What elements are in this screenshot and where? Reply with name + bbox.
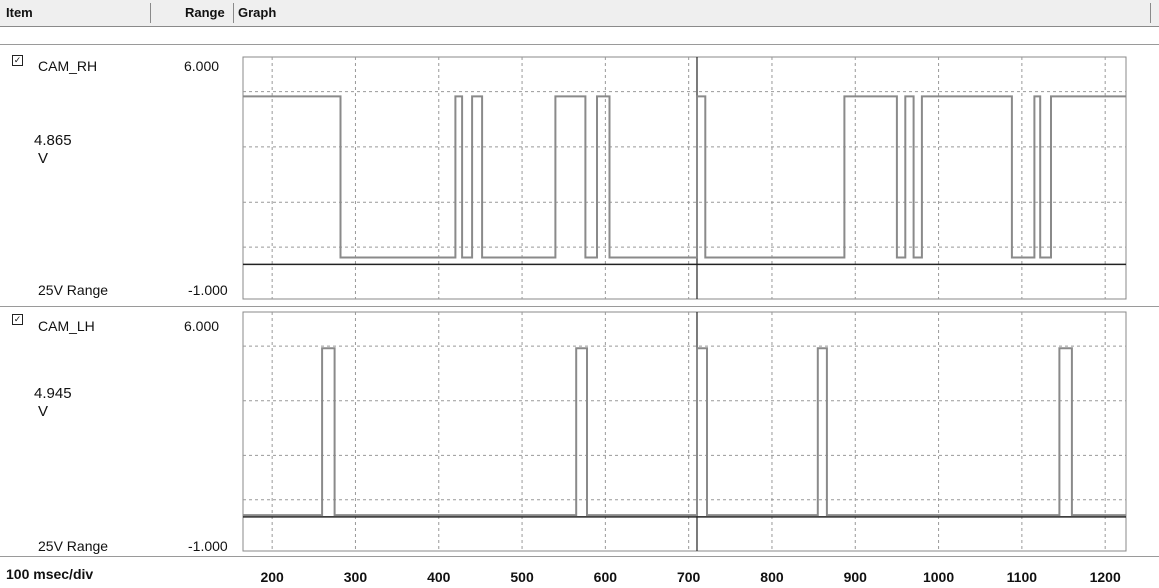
x-tick-label: 700 xyxy=(677,569,701,585)
header-graph: Graph xyxy=(238,5,277,20)
row-divider xyxy=(0,44,1159,45)
x-tick-label: 200 xyxy=(260,569,284,585)
x-tick-label: 600 xyxy=(594,569,618,585)
x-tick-label: 800 xyxy=(760,569,784,585)
x-tick-label: 1100 xyxy=(1007,569,1038,585)
channel-checkbox-icon[interactable]: ✓ xyxy=(12,55,23,66)
channel-range: 25V Range xyxy=(38,282,109,298)
channel-value: 4.865 xyxy=(34,132,72,149)
series-line-CAM_LH xyxy=(243,347,1126,517)
plot-frame xyxy=(242,56,1127,300)
channel-name: CAM_LH xyxy=(38,318,95,334)
header-separator[interactable] xyxy=(150,3,151,23)
series-line-CAM_RH xyxy=(243,95,1126,259)
x-tick-label: 900 xyxy=(844,569,868,585)
x-tick-label: 400 xyxy=(427,569,451,585)
column-header: Item Range Graph xyxy=(0,0,1159,27)
plot-frame xyxy=(242,311,1127,552)
row-divider xyxy=(0,306,1159,307)
channel-value: 4.945 xyxy=(34,385,72,402)
x-tick-label: 500 xyxy=(510,569,534,585)
row-divider xyxy=(0,556,1159,557)
header-item: Item xyxy=(6,5,33,20)
channel-range: 25V Range xyxy=(38,538,109,554)
timebase-label: 100 msec/div xyxy=(6,566,94,582)
channel-min: -1.000 xyxy=(188,538,228,554)
channel-unit: V xyxy=(38,403,49,420)
header-separator[interactable] xyxy=(1150,3,1151,23)
x-tick-label: 300 xyxy=(344,569,368,585)
channel-name: CAM_RH xyxy=(38,58,98,74)
x-tick-label: 1200 xyxy=(1090,569,1121,585)
channel-unit: V xyxy=(38,150,49,167)
x-tick-label: 1000 xyxy=(923,569,954,585)
channel-max: 6.000 xyxy=(184,58,220,74)
header-separator[interactable] xyxy=(233,3,234,23)
channel-checkbox-icon[interactable]: ✓ xyxy=(12,314,23,325)
channel-max: 6.000 xyxy=(184,318,220,334)
header-range: Range xyxy=(185,5,225,20)
channel-min: -1.000 xyxy=(188,282,228,298)
